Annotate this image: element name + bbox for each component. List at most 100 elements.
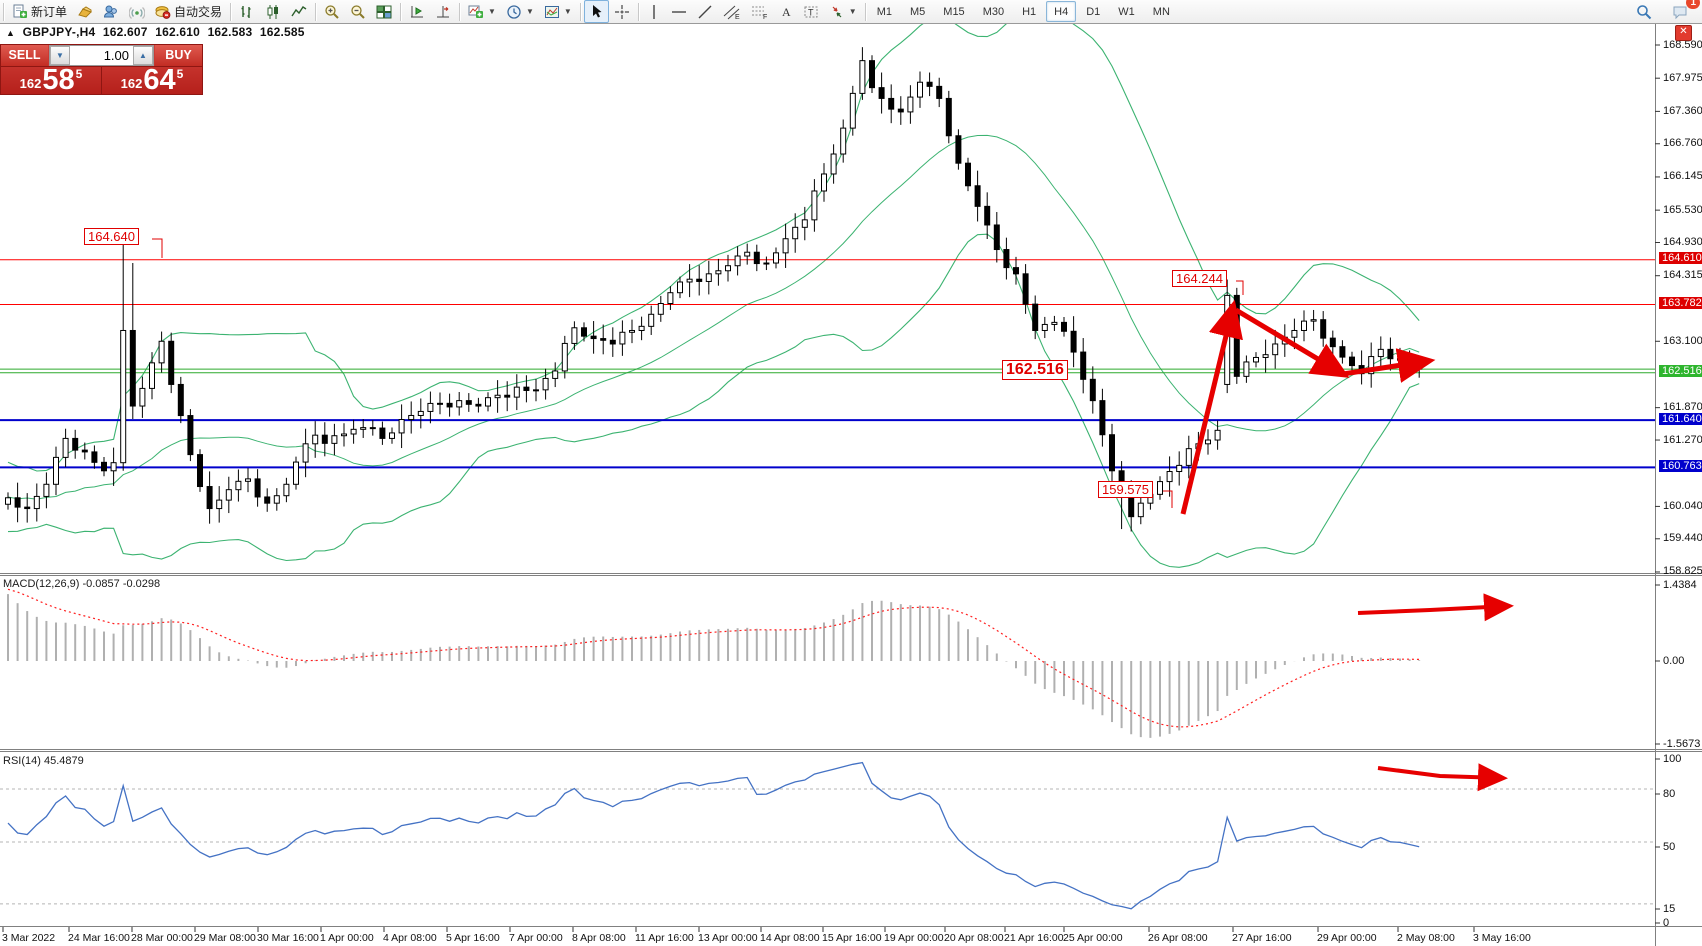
price-axis-tick: 165.530 [1663, 203, 1702, 216]
time-axis-label: 28 Mar 00:00 [131, 932, 193, 944]
price-axis-tick: 167.975 [1663, 71, 1702, 84]
notification-badge: 1 [1686, 0, 1700, 9]
buy-price-main: 64 [143, 64, 176, 96]
periods-button[interactable]: ▼ [501, 0, 539, 23]
macd-axis-tick: 0.00 [1663, 654, 1685, 667]
buy-price[interactable]: 162 64 5 [102, 64, 202, 96]
candlestick-mode-button[interactable] [260, 0, 286, 23]
time-axis-label: 2 May 08:00 [1397, 932, 1455, 944]
time-axis-label: 24 Mar 16:00 [68, 932, 130, 944]
timeframe-M15[interactable]: M15 [943, 5, 965, 18]
indicators-button[interactable]: ▼ [463, 0, 501, 23]
close-chart-button[interactable]: ✕ [1675, 25, 1692, 41]
sell-price-pip: 5 [75, 67, 83, 81]
horizontal-line-tool[interactable] [666, 0, 692, 23]
price-callout: 164.244 [1172, 270, 1227, 287]
new-order-icon [13, 4, 27, 18]
text-label-tool[interactable]: T [798, 0, 824, 23]
sell-price[interactable]: 162 58 5 [1, 64, 102, 96]
autotrade-icon [155, 5, 171, 19]
time-axis-label: 30 Mar 16:00 [257, 932, 319, 944]
clock-icon [507, 4, 521, 19]
search-button[interactable] [1631, 0, 1657, 23]
time-axis-label: 3 Mar 2022 [2, 932, 56, 944]
timeframe-group: M1 M5 M15 M30 H1 H4 D1 W1 MN [869, 1, 1178, 22]
buy-price-base: 162 [120, 76, 143, 91]
notifications-button[interactable]: 1 [1667, 0, 1700, 23]
zoom-in-icon [325, 4, 339, 19]
text-tool[interactable]: A [774, 0, 798, 23]
time-axis-label: 1 Apr 00:00 [320, 932, 374, 944]
macd-axis-tick: -1.5673 [1663, 737, 1701, 750]
time-axis-label: 29 Mar 08:00 [194, 932, 256, 944]
zoom-out-button[interactable] [345, 0, 371, 23]
price-axis-tick: 164.315 [1663, 269, 1702, 282]
autotrade-button[interactable]: 自动交易 [150, 0, 227, 23]
sell-price-main: 58 [42, 64, 75, 96]
price-axis-tick: 167.360 [1663, 104, 1702, 117]
time-axis-label: 29 Apr 00:00 [1317, 932, 1377, 944]
toolbar-separator [230, 2, 232, 21]
vertical-line-tool[interactable] [642, 0, 666, 23]
timeframe-M5[interactable]: M5 [910, 5, 926, 18]
timeframe-W1[interactable]: W1 [1118, 5, 1135, 18]
timeframe-H1[interactable]: H1 [1022, 5, 1037, 18]
channel-tool[interactable]: E [718, 0, 746, 23]
community-button[interactable] [98, 0, 124, 23]
timeframe-M30[interactable]: M30 [982, 5, 1005, 18]
timeframe-M1[interactable]: M1 [876, 5, 892, 18]
buy-price-pip: 5 [176, 67, 184, 81]
price-axis-tick: 168.590 [1663, 38, 1702, 51]
timeframe-D1[interactable]: D1 [1086, 5, 1101, 18]
rsi-axis-tick: 15 [1663, 903, 1676, 915]
text-label-icon: T [804, 6, 818, 17]
timeframe-H4[interactable]: H4 [1046, 1, 1077, 22]
vertical-line-icon [653, 4, 655, 19]
signals-button[interactable] [124, 0, 150, 23]
add-indicator-icon [468, 5, 484, 18]
arrows-tool[interactable]: ▼ [824, 0, 862, 23]
market-button[interactable] [72, 0, 98, 23]
time-axis-label: 27 Apr 16:00 [1232, 932, 1292, 944]
svg-text:E: E [735, 14, 740, 20]
templates-button[interactable]: ▼ [539, 0, 577, 23]
auto-scroll-icon [411, 5, 424, 17]
fibonacci-tool[interactable]: F [746, 0, 774, 23]
time-axis-label: 19 Apr 00:00 [884, 932, 944, 944]
line-chart-mode-button[interactable] [286, 0, 312, 23]
time-axis-label: 3 May 16:00 [1473, 932, 1531, 944]
svg-text:A: A [782, 5, 791, 19]
price-axis-tick: 158.825 [1663, 565, 1702, 578]
time-axis-label: 20 Apr 08:00 [944, 932, 1004, 944]
price-axis-tick: 166.145 [1663, 170, 1702, 183]
time-axis-label: 14 Apr 08:00 [760, 932, 820, 944]
trendline-tool[interactable] [692, 0, 718, 23]
buy-button[interactable]: BUY [155, 45, 202, 66]
toolbar-separator [637, 2, 639, 21]
toolbar-separator [3, 2, 4, 21]
crosshair-tool-button[interactable] [609, 0, 635, 23]
arrows-tool-icon [832, 6, 842, 17]
volume-up-button[interactable]: ▲ [133, 46, 153, 65]
line-chart-icon [291, 5, 307, 16]
bar-chart-mode-button[interactable] [234, 0, 260, 23]
fibonacci-icon: F [751, 6, 767, 20]
chart-shift-button[interactable] [430, 0, 456, 23]
community-icon [104, 5, 117, 17]
cursor-tool-button[interactable] [583, 0, 609, 23]
tile-windows-button[interactable] [371, 0, 397, 23]
auto-scroll-button[interactable] [404, 0, 430, 23]
timeframe-MN[interactable]: MN [1152, 5, 1170, 18]
candlestick-icon [267, 4, 279, 19]
rsi-axis-tick: 50 [1663, 841, 1676, 853]
quote-low: 162.583 [207, 25, 253, 39]
sell-button[interactable]: SELL [1, 45, 48, 66]
volume-down-button[interactable]: ▼ [50, 46, 70, 65]
chart-canvas[interactable] [0, 22, 1702, 946]
rsi-axis-tick: 80 [1663, 788, 1676, 800]
zoom-in-button[interactable] [319, 0, 345, 23]
new-order-button[interactable]: 新订单 [7, 0, 72, 23]
volume-input[interactable] [70, 46, 133, 65]
toolbar-separator [315, 2, 317, 21]
macd-axis-tick: 1.4384 [1663, 578, 1697, 591]
